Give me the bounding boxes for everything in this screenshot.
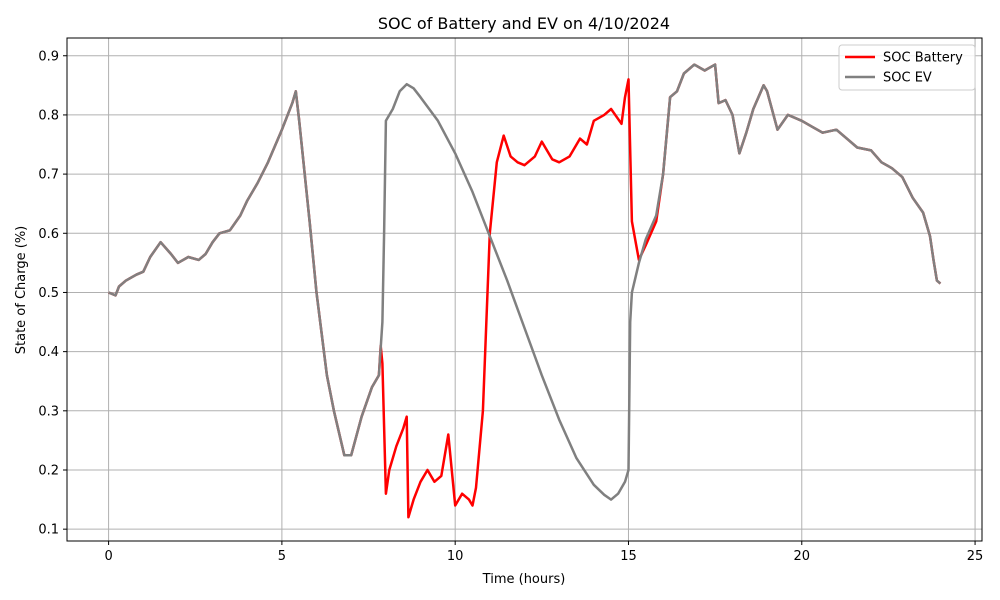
plot-frame	[66, 37, 983, 542]
y-tick-label: 0.2	[38, 463, 59, 478]
y-axis-label: State of Charge (%)	[14, 226, 29, 354]
x-tick-label: 15	[620, 549, 637, 564]
y-tick-label: 0.5	[38, 286, 59, 301]
legend-label: SOC Battery	[883, 51, 963, 66]
chart-title: SOC of Battery and EV on 4/10/2024	[378, 14, 670, 33]
y-tick-label: 0.9	[38, 49, 59, 64]
y-axis: 0.1 0.2 0.3 0.4 0.5 0.6 0.7 0.8 0.9	[38, 49, 67, 538]
y-tick-label: 0.7	[38, 168, 59, 183]
x-tick-label: 25	[967, 549, 984, 564]
grid-lines	[67, 38, 982, 541]
x-axis-label: Time (hours)	[482, 572, 566, 587]
x-tick-label: 10	[447, 549, 464, 564]
x-axis: 0 5 10 15 20 25	[104, 541, 983, 564]
x-tick-label: 5	[278, 549, 286, 564]
series-soc-battery-line	[108, 63, 942, 519]
y-tick-label: 0.3	[38, 404, 59, 419]
x-tick-label: 0	[104, 549, 112, 564]
legend: SOC Battery SOC EV	[838, 44, 976, 91]
y-tick-label: 0.4	[38, 345, 59, 360]
y-tick-label: 0.1	[38, 523, 59, 538]
series-soc-ev-line	[108, 63, 942, 501]
series-lines	[108, 63, 942, 519]
x-tick-label: 20	[793, 549, 810, 564]
y-tick-label: 0.6	[38, 227, 59, 242]
y-tick-label: 0.8	[38, 108, 59, 123]
legend-label: SOC EV	[883, 71, 932, 86]
